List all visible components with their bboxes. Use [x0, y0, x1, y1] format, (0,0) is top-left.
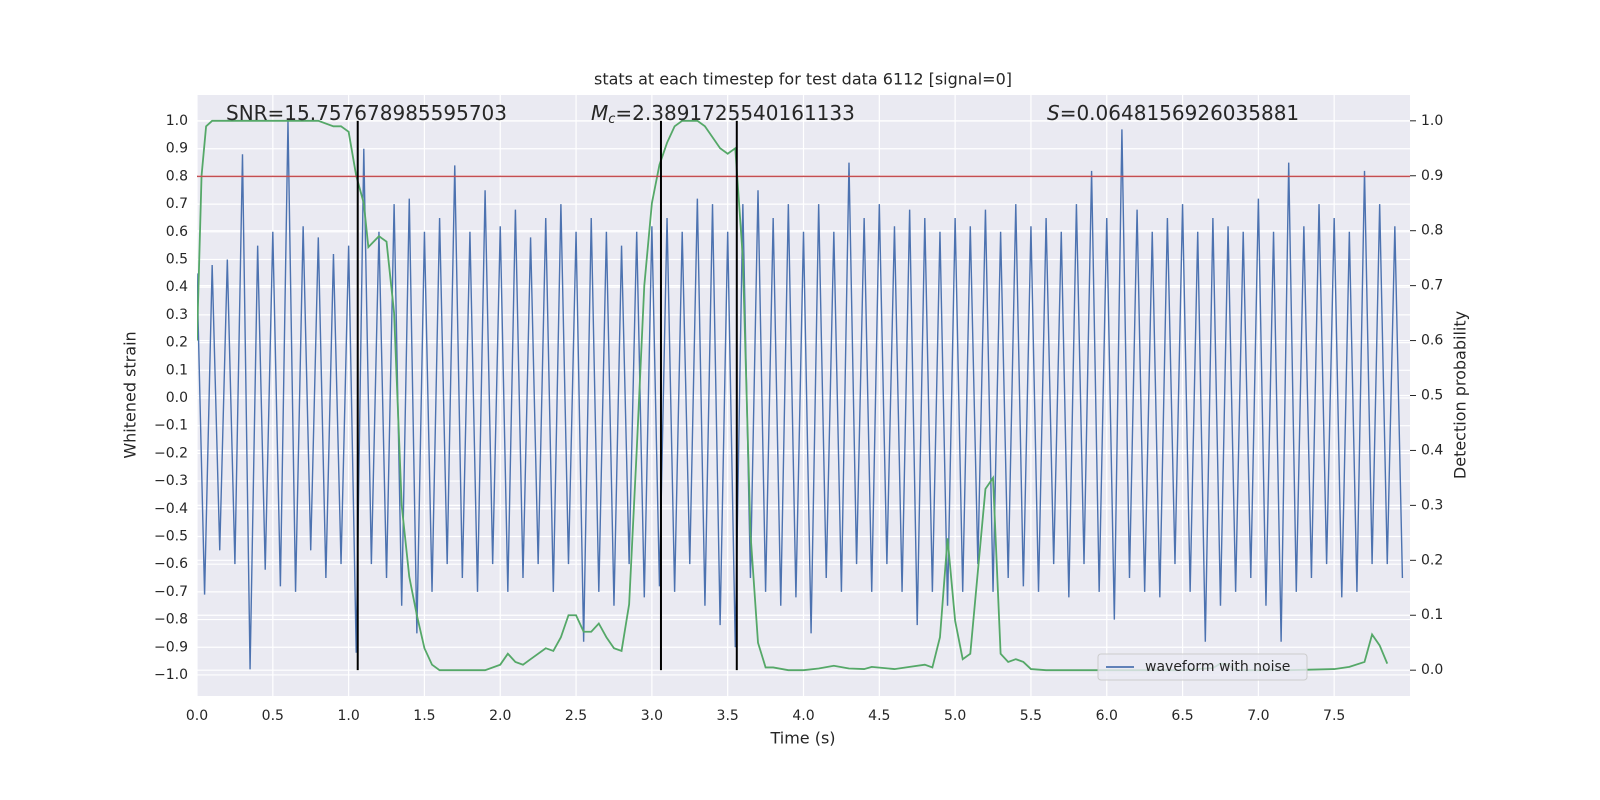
annotation: Mc=2.3891725540161133 [591, 101, 855, 127]
y-tick-label: −0.3 [154, 473, 188, 489]
x-tick-label: 3.0 [641, 708, 663, 724]
annotation-text: =2.3891725540161133 [615, 101, 854, 125]
annotation: S=0.0648156926035881 [1047, 101, 1299, 125]
y-tick-label: 0.7 [166, 196, 188, 212]
x-tick-label: 5.0 [944, 708, 966, 724]
y-tick-label: 0.6 [166, 224, 188, 240]
y2-tick-label: 0.4 [1421, 442, 1443, 458]
y-tick-label: 0.4 [166, 279, 188, 295]
annotation-symbol: S [1047, 101, 1060, 125]
y2-tick-label: 0.2 [1421, 552, 1443, 568]
y2-tick-label: 0.0 [1421, 662, 1443, 678]
x-tick-label: 0.5 [262, 708, 284, 724]
y-tick-label: 0.5 [166, 252, 188, 268]
y-axis-label: Whitened strain [121, 331, 140, 458]
y-tick-label: 0.3 [166, 307, 188, 323]
labels: 0.0 0.5 1.0 1.5 2.0 2.5 3.0 3.5 4.0 4.5 5.0 5.5 6.0 6… [154, 101, 1443, 725]
annotation-text: =0.0648156926035881 [1060, 101, 1299, 125]
x-tick-label: 2.0 [489, 708, 511, 724]
y-tick-label: −0.6 [154, 556, 188, 572]
y-tick-label: −0.9 [154, 639, 188, 655]
x-tick-label: 5.5 [1020, 708, 1042, 724]
x-tick-label: 3.5 [717, 708, 739, 724]
y2-tick-label: 0.7 [1421, 278, 1443, 294]
marks [197, 119, 1410, 672]
legend-label: waveform with noise [1145, 659, 1290, 675]
y-tick-label: 0.0 [166, 390, 188, 406]
x-axis-label: Time (s) [769, 729, 835, 748]
chart-title: stats at each timestep for test data 611… [594, 70, 1012, 89]
y-tick-label: −0.2 [154, 445, 188, 461]
y-tick-label: −0.7 [154, 584, 188, 600]
y-tick-label: 0.9 [166, 141, 188, 157]
x-tick-label: 6.5 [1171, 708, 1193, 724]
x-tick-label: 7.0 [1247, 708, 1269, 724]
annotation-subscript: c [608, 112, 615, 127]
annotation-symbol: M [591, 101, 608, 125]
x-tick-label: 1.0 [337, 708, 359, 724]
x-tick-label: 4.5 [868, 708, 890, 724]
y-tick-label: −0.5 [154, 528, 188, 544]
annotation: SNR=15.757678985595703 [226, 101, 507, 125]
x-tick-label: 1.5 [413, 708, 435, 724]
x-tick-label: 2.5 [565, 708, 587, 724]
y-tick-label: 1.0 [166, 113, 188, 129]
y2-tick-label: 0.1 [1421, 607, 1443, 623]
y2-tick-label: 0.8 [1421, 223, 1443, 239]
x-tick-label: 0.0 [186, 708, 208, 724]
x-tick-label: 4.0 [792, 708, 814, 724]
annotation-text: SNR=15.757678985595703 [226, 101, 507, 125]
y-tick-label: −0.8 [154, 612, 188, 628]
y-tick-label: 0.8 [166, 168, 188, 184]
y2-tick-label: 0.5 [1421, 388, 1443, 404]
x-tick-label: 7.5 [1323, 708, 1345, 724]
series-line [197, 119, 1389, 672]
y2-tick-label: 1.0 [1421, 113, 1443, 129]
y-tick-label: 0.2 [166, 335, 188, 351]
y-tick-label: 0.1 [166, 362, 188, 378]
y2-tick-label: 0.3 [1421, 497, 1443, 513]
y2-axis-label: Detection probability [1451, 311, 1470, 479]
y2-tick-label: 0.9 [1421, 168, 1443, 184]
y2-tick-label: 0.6 [1421, 333, 1443, 349]
y-tick-label: −1.0 [154, 667, 188, 683]
y-tick-label: −0.4 [154, 501, 188, 517]
y-tick-label: −0.1 [154, 418, 188, 434]
x-tick-label: 6.0 [1096, 708, 1118, 724]
legend: waveform with noise [1097, 653, 1308, 681]
legend-box [1097, 653, 1308, 681]
